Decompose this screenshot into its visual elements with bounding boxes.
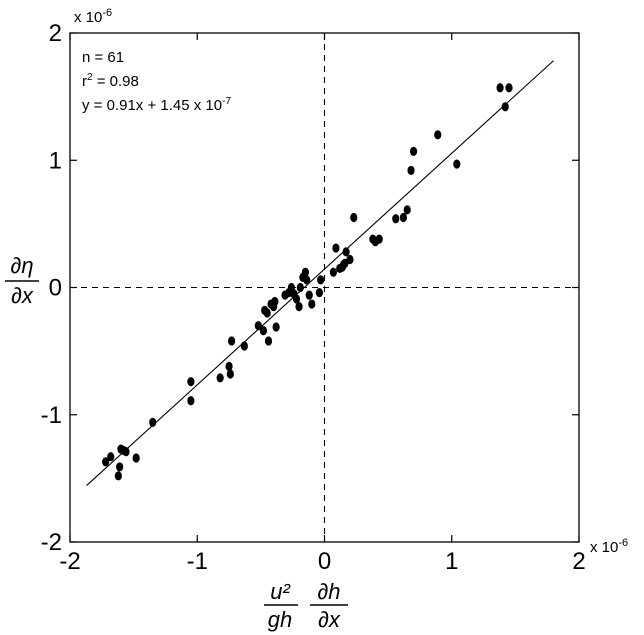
x-label-partial-denominator: ∂x [318,607,341,632]
x-multiplier-exp: -6 [618,537,628,549]
data-point [116,462,124,472]
x-tick-label: 1 [445,548,458,575]
reference-lines [70,33,579,542]
eq-sup: -7 [222,96,231,107]
data-point [271,296,279,307]
data-point [228,336,236,346]
eq-prefix: y = 0.91x + 1.45 x 10 [82,97,222,114]
data-point [305,290,313,300]
data-point [434,130,442,140]
data-point [329,267,338,277]
x-label-numerator: u² [270,579,290,604]
data-point [342,247,350,257]
data-point [226,369,234,379]
x-multiplier: x 10-6 [590,537,628,556]
x-tick-label: 0 [318,548,331,575]
annotation-equation: y = 0.91x + 1.45 x 10-7 [82,96,231,114]
data-point [225,361,233,371]
x-label-denominator: gh [268,607,292,632]
y-tick-label: 1 [49,147,62,174]
data-point [122,447,130,457]
data-point [332,243,340,253]
y-tick-label: -1 [41,402,62,429]
data-point [409,146,418,156]
data-point [295,301,303,312]
data-point [303,275,311,285]
data-point [308,299,316,309]
data-point [501,102,509,112]
data-points [102,83,513,481]
data-point [403,205,411,215]
r2-suffix: = 0.98 [93,73,139,90]
y-tick-label: 0 [49,275,62,302]
r2-prefix: r [82,73,87,90]
fit-line-group [86,60,554,486]
y-axis-label: ∂η ∂x [5,253,39,308]
y-multiplier-exp: -6 [102,7,112,19]
annotation-n: n = 61 [82,49,124,66]
data-point [102,457,110,467]
data-point [350,212,358,223]
annotation-r2: r2 = 0.98 [82,72,139,90]
data-point [107,452,115,462]
data-point [346,254,354,265]
x-tick-label: 2 [572,548,585,575]
data-point [496,83,504,93]
data-point [114,471,122,481]
x-axis-label: u² gh ∂h ∂x [264,579,348,632]
data-point [375,234,383,244]
data-point [264,336,273,346]
data-point [259,326,268,336]
data-point [187,396,195,406]
axis-ticks [69,32,580,543]
regression-line [86,60,554,486]
data-point [254,321,262,331]
y-label-numerator: ∂η [10,253,33,278]
x-tick-label: -1 [187,548,208,575]
data-point [263,308,271,318]
data-point [187,377,195,387]
data-point [407,165,415,176]
data-point [315,287,324,298]
r2-sup: 2 [87,72,93,83]
data-point [149,417,157,427]
y-tick-label: -2 [41,529,62,556]
data-point [301,267,310,277]
y-label-denominator: ∂x [11,283,34,308]
x-multiplier-base: x 10 [590,539,618,556]
data-point [399,212,407,223]
data-point [392,214,400,224]
data-point [317,275,325,285]
data-point [453,159,461,169]
y-multiplier: x 10-6 [74,7,112,26]
data-point [272,322,280,332]
data-point [132,453,140,463]
data-point [240,341,248,351]
y-tick-label: 2 [49,20,62,47]
x-tick-label: -2 [59,548,80,575]
tick-labels: -2 -1 0 1 2 -2 -1 0 1 2 [41,20,586,575]
data-point [290,289,298,299]
x-label-partial-numerator: ∂h [317,579,340,604]
data-point [505,83,513,93]
data-point [216,373,224,383]
data-point [296,282,304,293]
y-multiplier-base: x 10 [74,9,102,26]
